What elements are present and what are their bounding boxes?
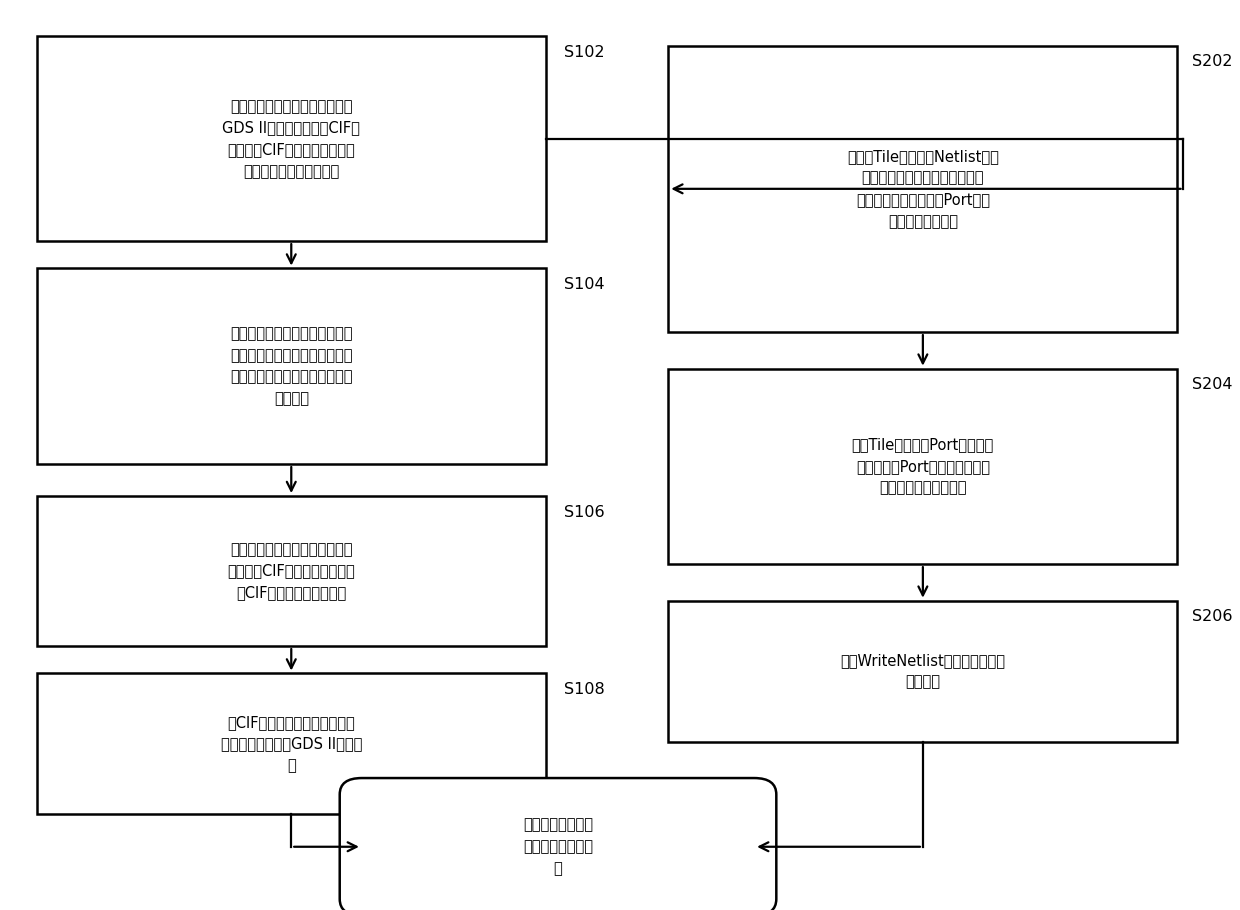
Text: 对CIF格式的新的版图信息进行
解析，生成相应的GDS II版图文
件: 对CIF格式的新的版图信息进行 解析，生成相应的GDS II版图文 件 bbox=[221, 715, 362, 773]
Bar bbox=[668, 369, 1177, 564]
Text: S206: S206 bbox=[1192, 610, 1233, 624]
Text: 产生版图文件，及
版图对应的网表文
件: 产生版图文件，及 版图对应的网表文 件 bbox=[523, 818, 593, 875]
Text: 对子模块版图资源进行处理，将
GDS II文件格式转换为CIF格
式，形成CIF文件存储子模块版
图资源中各个模块的信息: 对子模块版图资源进行处理，将 GDS II文件格式转换为CIF格 式，形成CIF… bbox=[222, 99, 360, 178]
Bar bbox=[37, 673, 546, 814]
Text: 将描述Tile的网表（Netlist）进
行分析处理，提取出该网表的顶
层的模块的各个端口（Port）的
信息，建立数据库: 将描述Tile的网表（Netlist）进 行分析处理，提取出该网表的顶 层的模块… bbox=[847, 149, 998, 228]
Bar bbox=[37, 36, 546, 241]
Text: 根据Tile中的端口Port连接规则
对提取出的Port信息进行处理，
生成所有行、列的网表: 根据Tile中的端口Port连接规则 对提取出的Port信息进行处理， 生成所有… bbox=[852, 438, 994, 495]
Text: S204: S204 bbox=[1192, 378, 1233, 392]
Bar bbox=[37, 268, 546, 464]
Text: 实现用户指定的规模扩展后，对
子模块的CIF文件进行编写，生
成CIF格式的新的版图信息: 实现用户指定的规模扩展后，对 子模块的CIF文件进行编写，生 成CIF格式的新的… bbox=[227, 542, 355, 600]
Text: S102: S102 bbox=[564, 46, 605, 60]
Text: S104: S104 bbox=[564, 278, 605, 292]
Bar bbox=[668, 46, 1177, 332]
Text: 依据用户指定的芯片资源排列信
息，计算出边界值，进行相应模
块的布局操作，实现用户指定的
规模扩展: 依据用户指定的芯片资源排列信 息，计算出边界值，进行相应模 块的布局操作，实现用… bbox=[231, 327, 352, 406]
Text: 调用WriteNetlist模块，打印出相
应的网表: 调用WriteNetlist模块，打印出相 应的网表 bbox=[841, 652, 1006, 690]
Bar bbox=[37, 496, 546, 646]
Text: S106: S106 bbox=[564, 505, 605, 520]
Bar bbox=[668, 601, 1177, 742]
Text: S108: S108 bbox=[564, 682, 605, 697]
FancyBboxPatch shape bbox=[340, 778, 776, 910]
Text: S202: S202 bbox=[1192, 55, 1233, 69]
